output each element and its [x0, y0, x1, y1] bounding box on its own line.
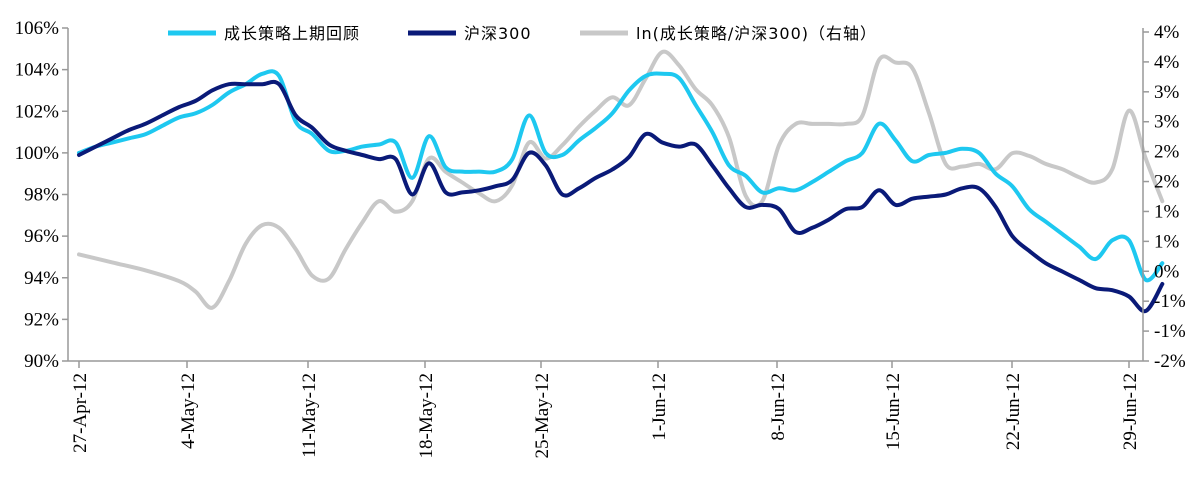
right-tick-label: 2%	[1154, 142, 1180, 163]
series-line-log-ratio	[77, 49, 1165, 310]
right-axis-ticks: -2% -1% -1% 0% 1% 1% 2% 2% 3% 3% 4% 4%	[1143, 22, 1186, 372]
x-tick-label: 8-Jun-12	[768, 373, 789, 441]
right-tick-label: 1%	[1154, 231, 1180, 252]
left-tick-label: 94%	[24, 268, 59, 289]
right-tick-label: 0%	[1154, 261, 1180, 282]
axes	[67, 28, 1144, 362]
legend-label: ln(成长策略/沪深300)（右轴）	[636, 24, 877, 43]
x-tick-label: 18-May-12	[416, 373, 437, 458]
right-tick-label: 4%	[1154, 22, 1180, 43]
x-tick-label: 25-May-12	[532, 373, 553, 458]
left-tick-label: 102%	[15, 101, 60, 122]
right-tick-label: 4%	[1154, 52, 1180, 73]
legend-label: 沪深300	[464, 24, 532, 43]
right-tick-label: 3%	[1154, 112, 1180, 133]
legend-item: ln(成长策略/沪深300)（右轴）	[580, 24, 877, 43]
x-tick-label: 1-Jun-12	[649, 373, 670, 441]
series-layer	[77, 49, 1165, 314]
left-tick-label: 104%	[15, 60, 60, 81]
legend: 成长策略上期回顾 沪深300 ln(成长策略/沪深300)（右轴）	[168, 24, 877, 43]
left-axis-ticks: 90% 92% 94% 96% 98% 100% 102% 104% 106%	[15, 18, 68, 372]
x-tick-label: 4-May-12	[178, 373, 199, 449]
left-tick-label: 106%	[15, 18, 60, 39]
right-tick-label: 1%	[1154, 201, 1180, 222]
series-line-csi300	[77, 79, 1165, 314]
right-tick-label: 2%	[1154, 172, 1180, 193]
x-tick-label: 27-Apr-12	[70, 373, 91, 453]
left-tick-label: 90%	[24, 351, 59, 372]
x-tick-label: 22-Jun-12	[1003, 373, 1024, 450]
legend-label: 成长策略上期回顾	[224, 24, 360, 43]
right-tick-label: -2%	[1154, 351, 1186, 372]
x-tick-label: 11-May-12	[299, 373, 320, 458]
legend-item: 沪深300	[408, 24, 532, 43]
left-tick-label: 98%	[24, 185, 59, 206]
right-tick-label: 3%	[1154, 82, 1180, 103]
x-tick-label: 15-Jun-12	[883, 373, 904, 450]
series-line-growth-strategy	[77, 69, 1165, 283]
left-tick-label: 96%	[24, 226, 59, 247]
left-tick-label: 100%	[15, 143, 60, 164]
right-tick-label: -1%	[1154, 291, 1186, 312]
x-tick-label: 29-Jun-12	[1120, 373, 1141, 450]
right-tick-label: -1%	[1154, 321, 1186, 342]
left-tick-label: 92%	[24, 309, 59, 330]
legend-item: 成长策略上期回顾	[168, 24, 360, 43]
x-axis-ticks: 27-Apr-12 4-May-12 11-May-12 18-May-12 25-Ma…	[70, 361, 1141, 458]
